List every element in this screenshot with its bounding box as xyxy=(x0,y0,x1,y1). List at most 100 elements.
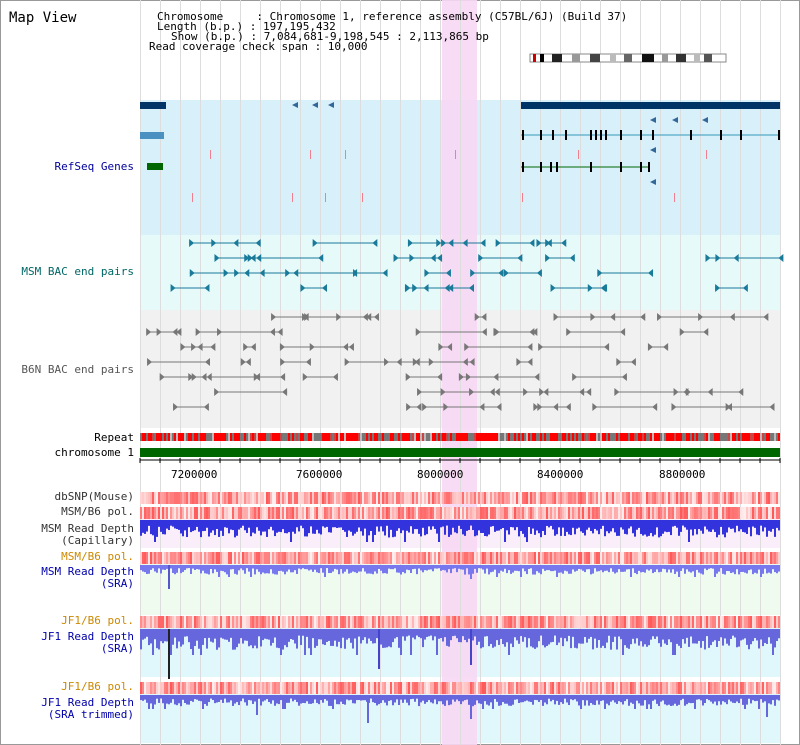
depth-bar xyxy=(304,695,306,704)
depth-bar xyxy=(254,565,256,575)
heat-cell xyxy=(434,616,436,628)
depth-bar xyxy=(600,695,602,701)
heat-cell xyxy=(560,492,562,504)
heat-cell xyxy=(236,552,238,564)
depth-bar xyxy=(214,629,216,639)
heat-cell xyxy=(564,552,566,564)
heat-cell xyxy=(292,552,294,564)
depth-bar xyxy=(528,629,530,639)
track-label-b6n-bac-end-pairs[interactable]: B6N BAC end pairs xyxy=(21,363,134,376)
depth-bar xyxy=(764,565,766,569)
heat-cell xyxy=(750,492,752,504)
heat-cell xyxy=(698,682,700,694)
depth-bar xyxy=(486,629,488,637)
heat-cell xyxy=(308,616,310,628)
heat-cell xyxy=(366,492,368,504)
depth-bar xyxy=(180,565,182,574)
repeat-segment xyxy=(286,433,288,441)
heat-cell xyxy=(580,616,582,628)
heat-cell xyxy=(570,492,572,504)
heat-cell xyxy=(612,492,614,504)
depth-bar xyxy=(494,520,496,532)
depth-bar xyxy=(776,520,778,528)
depth-bar xyxy=(770,520,772,532)
bac-end xyxy=(545,254,551,262)
heat-cell xyxy=(160,492,162,504)
depth-bar xyxy=(602,629,604,646)
depth-bar xyxy=(352,565,354,572)
heat-cell xyxy=(428,616,430,628)
depth-bar xyxy=(408,565,410,571)
heat-cell xyxy=(506,616,508,628)
depth-bar xyxy=(696,695,698,700)
heat-cell xyxy=(538,616,540,628)
heat-cell xyxy=(294,552,296,564)
heat-cell xyxy=(756,616,758,628)
bac-end xyxy=(300,284,306,292)
depth-bar xyxy=(174,565,176,575)
repeat-segment xyxy=(198,433,200,441)
heat-cell xyxy=(392,507,394,519)
heat-cell xyxy=(380,682,382,694)
heat-cell xyxy=(728,492,730,504)
heat-cell xyxy=(568,616,570,628)
heat-cell xyxy=(518,682,520,694)
ideogram-band xyxy=(552,54,562,62)
heat-cell xyxy=(156,492,158,504)
heat-cell xyxy=(306,492,308,504)
depth-bar xyxy=(150,629,152,644)
depth-bar xyxy=(482,520,484,533)
heat-cell xyxy=(652,507,654,519)
depth-bar xyxy=(294,695,296,700)
depth-bar xyxy=(360,520,362,532)
depth-bar xyxy=(716,629,718,647)
depth-bar xyxy=(472,565,474,574)
track-label-msm-bac-end-pairs[interactable]: MSM BAC end pairs xyxy=(21,265,134,278)
heat-cell xyxy=(392,682,394,694)
depth-bar xyxy=(158,695,160,703)
heat-cell xyxy=(336,552,338,564)
heat-cell xyxy=(702,682,704,694)
heat-cell xyxy=(602,507,604,519)
depth-bar xyxy=(406,565,408,570)
repeat-segment xyxy=(696,433,698,441)
heat-cell xyxy=(428,552,430,564)
heat-cell xyxy=(650,682,652,694)
exon xyxy=(740,130,742,140)
heat-cell xyxy=(450,552,452,564)
heat-cell xyxy=(576,616,578,628)
depth-bar xyxy=(192,565,194,569)
gene-arrow xyxy=(702,117,708,123)
depth-bar xyxy=(746,520,748,534)
heat-cell xyxy=(450,507,452,519)
repeat-segment xyxy=(414,433,416,441)
heat-cell xyxy=(512,616,514,628)
depth-bar xyxy=(302,629,304,636)
heat-cell xyxy=(640,507,642,519)
heat-cell xyxy=(316,616,318,628)
heat-cell xyxy=(434,682,436,694)
heat-cell xyxy=(382,682,384,694)
heat-cell xyxy=(668,682,670,694)
heat-cell xyxy=(754,682,756,694)
heat-cell xyxy=(592,616,594,628)
heat-cell xyxy=(290,616,292,628)
repeat-segment xyxy=(542,433,544,441)
depth-bar xyxy=(720,695,722,705)
heat-cell xyxy=(328,682,330,694)
depth-bar xyxy=(452,629,454,637)
track-label-refseq-genes[interactable]: RefSeq Genes xyxy=(54,160,134,173)
heat-cell xyxy=(280,682,282,694)
repeat-segment xyxy=(324,433,326,441)
heat-cell xyxy=(248,552,250,564)
depth-bar xyxy=(142,629,144,640)
heat-cell xyxy=(326,616,328,628)
depth-bar xyxy=(154,629,156,640)
repeat-segment xyxy=(352,433,354,441)
repeat-segment xyxy=(322,433,324,441)
heat-cell xyxy=(252,552,254,564)
heat-cell xyxy=(242,507,244,519)
heat-cell xyxy=(544,552,546,564)
bac-end xyxy=(516,358,522,366)
